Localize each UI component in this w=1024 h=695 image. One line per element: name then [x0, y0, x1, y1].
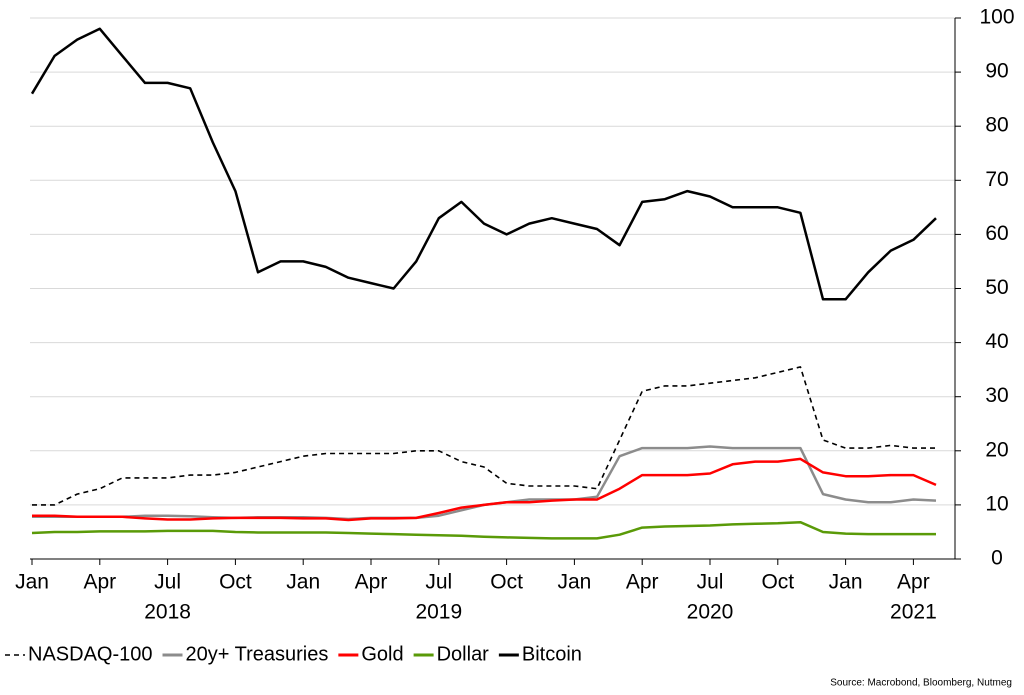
x-tick-label: Jan: [15, 571, 49, 594]
legend-label: Bitcoin: [522, 643, 582, 665]
x-tick-label: Apr: [83, 571, 116, 594]
x-tick-label: Jan: [286, 571, 320, 594]
year-label: 2019: [415, 601, 462, 624]
series-line: [31, 520, 936, 540]
x-tick-label: Jan: [557, 571, 591, 594]
y-tick-label: 10: [985, 492, 1008, 515]
y-tick-label: 20: [985, 438, 1008, 461]
x-tick-label: Apr: [897, 571, 930, 594]
series-line: [32, 445, 937, 521]
y-tick-label: 30: [985, 384, 1008, 407]
y-tick-label: 100: [979, 6, 1014, 29]
y-tick-label: 70: [985, 168, 1008, 191]
y-tick-label: 50: [985, 276, 1008, 299]
year-label: 2021: [890, 601, 937, 624]
x-tick-label: Apr: [626, 571, 659, 594]
legend-label: Dollar: [437, 643, 490, 665]
x-tick-label: Jul: [425, 571, 452, 594]
x-tick-label: Jul: [697, 571, 724, 594]
y-tick-label: 60: [985, 222, 1008, 245]
y-tick-label: 0: [991, 547, 1003, 570]
legend-label: Gold: [361, 643, 403, 665]
x-tick-label: Jul: [154, 571, 181, 594]
y-tick-label: 40: [985, 330, 1008, 353]
y-tick-label: 90: [985, 60, 1008, 83]
series-line: [30, 27, 937, 301]
year-label: 2020: [687, 601, 734, 624]
legend-label: 20y+ Treasuries: [186, 643, 329, 665]
legend-label: NASDAQ-100: [28, 643, 153, 665]
series-line: [32, 366, 936, 506]
x-tick-label: Oct: [219, 571, 252, 594]
x-tick-label: Oct: [490, 571, 523, 594]
x-tick-label: Apr: [355, 571, 388, 594]
x-tick-label: Oct: [761, 571, 794, 594]
x-tick-label: Jan: [829, 571, 863, 594]
series-line: [32, 457, 937, 522]
source-note: Source: Macrobond, Bloomberg, Nutmeg: [830, 678, 1012, 689]
year-label: 2018: [144, 601, 191, 624]
y-tick-label: 80: [985, 114, 1008, 137]
